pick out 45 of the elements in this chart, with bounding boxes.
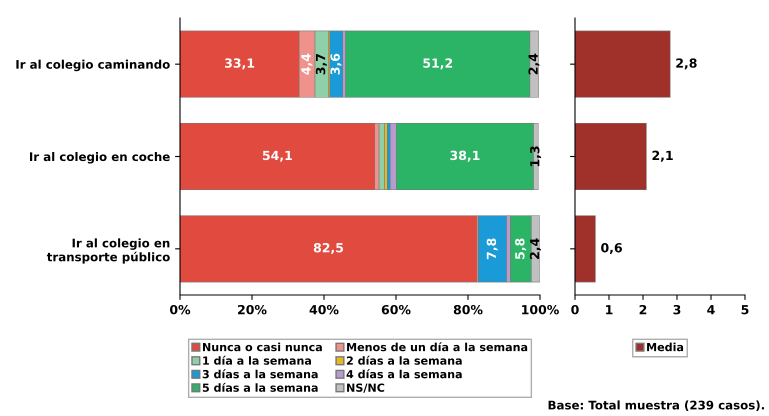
legend-label: Menos de un día a la semana: [347, 342, 528, 352]
x-tick-label: 20%: [238, 304, 267, 314]
y-tick-label: Ir al colegio en transporte público: [46, 238, 170, 264]
data-label: 4,4: [301, 54, 312, 75]
y-tick-label: Ir al colegio en coche: [30, 152, 170, 164]
x-tick-label: 80%: [454, 304, 483, 314]
data-label: 38,1: [450, 150, 480, 162]
bar: [575, 215, 596, 282]
data-label: 51,2: [423, 58, 452, 70]
data-label: 7,8: [486, 238, 498, 260]
data-label: 1,3: [530, 146, 542, 166]
data-label: 33,1: [224, 58, 254, 70]
bar: [575, 30, 670, 98]
text: Base: Total muestra (239 casos).: [548, 400, 764, 411]
x-tick-label: 40%: [310, 304, 339, 314]
x-tick-label: 60%: [382, 304, 411, 314]
legend-label: Nunca o casi nunca: [202, 342, 322, 352]
x-tick-label: 0: [571, 304, 579, 314]
x-tick-label: 2: [640, 304, 646, 314]
x-tick-label: 4: [707, 305, 715, 314]
data-label: 2,4: [528, 54, 540, 74]
x-tick-label: 5: [742, 305, 748, 314]
legend-label: Media: [647, 342, 684, 352]
legend-label: 5 días a la semana: [202, 382, 318, 392]
bar: [575, 122, 647, 190]
legend-label: 4 días a la semana: [346, 369, 462, 378]
legend-label: 2 días a la semana: [346, 356, 462, 365]
legend-label: 1 día a la semana: [203, 356, 311, 365]
data-label: 0,6: [601, 243, 622, 254]
data-label: 5,8: [515, 238, 526, 259]
data-label: 82,5: [314, 243, 344, 254]
data-label: 3,6: [330, 54, 342, 74]
y-tick-label: Ir al colegio caminando: [16, 60, 170, 72]
data-label: 2,4: [530, 238, 541, 259]
x-tick-label: 1: [606, 305, 612, 314]
data-label: 54,1: [262, 150, 292, 162]
x-tick-label: 100%: [522, 304, 559, 314]
data-label: 2,8: [676, 58, 697, 70]
legend-label: NS/NC: [347, 383, 384, 393]
x-tick-label: 0%: [170, 304, 190, 314]
legend-label: 3 días a la semana: [202, 369, 318, 378]
data-label: 2,1: [652, 150, 673, 162]
x-tick-label: 3: [673, 304, 680, 314]
data-label: 3,7: [316, 54, 327, 74]
bar: [180, 122, 376, 190]
